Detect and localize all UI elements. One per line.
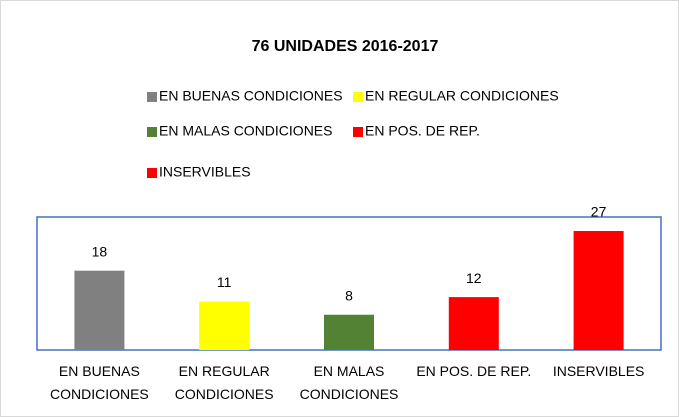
legend-label: EN REGULAR CONDICIONES xyxy=(365,88,559,104)
x-tick-label: EN BUENAS CONDICIONES xyxy=(49,363,149,402)
bar xyxy=(573,231,624,350)
bar xyxy=(199,301,250,350)
x-tick-label: EN REGULAR CONDICIONES xyxy=(174,363,274,402)
value-label: 8 xyxy=(345,287,353,303)
value-label: 27 xyxy=(591,204,607,220)
legend-swatch xyxy=(353,92,363,102)
x-tick-label: EN POS. DE REP. xyxy=(416,363,532,379)
bar xyxy=(324,314,374,350)
legend-swatch xyxy=(353,127,363,137)
value-label: 12 xyxy=(466,270,482,286)
value-label: 18 xyxy=(92,243,108,259)
legend-label: INSERVIBLES xyxy=(159,164,251,180)
bar xyxy=(448,297,499,350)
chart-title: 76 UNIDADES 2016-2017 xyxy=(252,38,439,55)
x-tick-label: INSERVIBLES xyxy=(552,363,645,379)
legend-swatch xyxy=(147,92,157,102)
legend-swatch xyxy=(147,127,157,137)
legend-label: EN BUENAS CONDICIONES xyxy=(159,88,343,104)
bar xyxy=(74,270,125,350)
x-tick-label: EN MALAS CONDICIONES xyxy=(299,363,399,402)
value-label: 11 xyxy=(217,274,232,290)
legend-label: EN POS. DE REP. xyxy=(365,123,480,139)
legend-label: EN MALAS CONDICIONES xyxy=(159,123,332,139)
legend-swatch xyxy=(147,168,157,178)
